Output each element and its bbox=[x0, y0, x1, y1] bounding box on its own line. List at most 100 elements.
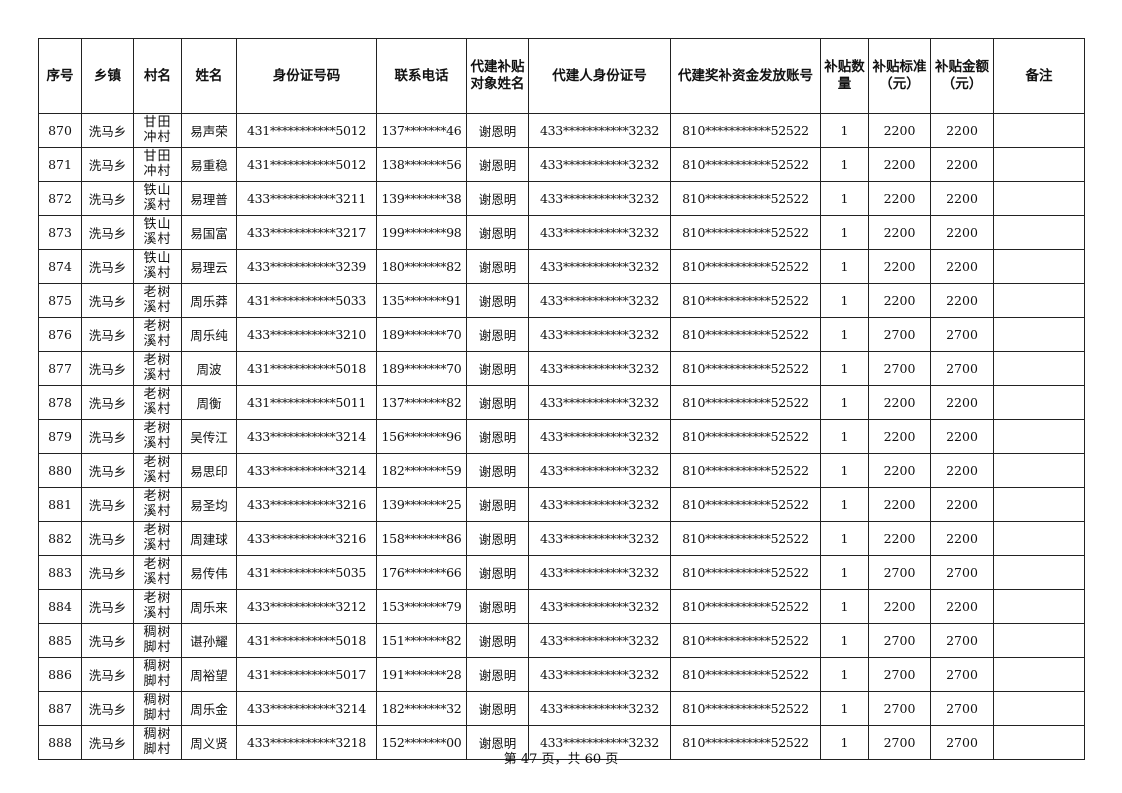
cell-id-number: 431***********5033 bbox=[236, 283, 377, 318]
cell-remark bbox=[993, 181, 1085, 216]
cell-agent-name: 谢恩明 bbox=[466, 657, 529, 692]
cell-remark bbox=[993, 453, 1085, 488]
header-remark: 备注 bbox=[993, 38, 1085, 114]
cell-town: 洗马乡 bbox=[81, 113, 134, 148]
cell-id-number: 431***********5012 bbox=[236, 147, 377, 182]
cell-standard: 2200 bbox=[868, 453, 931, 488]
cell-town: 洗马乡 bbox=[81, 147, 134, 182]
table-row: 879 洗马乡 老树溪村 吴传江 433***********3214 156******… bbox=[38, 419, 1085, 454]
cell-seq: 876 bbox=[38, 317, 82, 352]
cell-seq: 884 bbox=[38, 589, 82, 624]
cell-seq: 888 bbox=[38, 725, 82, 760]
cell-agent-name: 谢恩明 bbox=[466, 113, 529, 148]
cell-village: 老树溪村 bbox=[133, 521, 182, 556]
cell-agent-id: 433***********3232 bbox=[528, 113, 671, 148]
cell-account: 810***********52522 bbox=[670, 453, 821, 488]
cell-town: 洗马乡 bbox=[81, 317, 134, 352]
cell-phone: 139*******25 bbox=[376, 487, 467, 522]
cell-quantity: 1 bbox=[820, 453, 869, 488]
cell-village: 老树溪村 bbox=[133, 589, 182, 624]
cell-town: 洗马乡 bbox=[81, 521, 134, 556]
cell-town: 洗马乡 bbox=[81, 691, 134, 726]
cell-account: 810***********52522 bbox=[670, 385, 821, 420]
cell-account: 810***********52522 bbox=[670, 657, 821, 692]
cell-quantity: 1 bbox=[820, 215, 869, 250]
cell-amount: 2200 bbox=[930, 249, 994, 284]
header-seq: 序号 bbox=[38, 38, 82, 114]
cell-standard: 2200 bbox=[868, 249, 931, 284]
cell-phone: 180*******82 bbox=[376, 249, 467, 284]
table-row: 881 洗马乡 老树溪村 易圣均 433***********3216 139******… bbox=[38, 487, 1085, 522]
cell-town: 洗马乡 bbox=[81, 657, 134, 692]
table-row: 888 洗马乡 稠树脚村 周义贤 433***********3218 152******… bbox=[38, 725, 1085, 760]
cell-id-number: 433***********3210 bbox=[236, 317, 377, 352]
cell-phone: 152*******00 bbox=[376, 725, 467, 760]
cell-name: 周建球 bbox=[181, 521, 237, 556]
cell-agent-id: 433***********3232 bbox=[528, 147, 671, 182]
cell-name: 易传伟 bbox=[181, 555, 237, 590]
cell-seq: 885 bbox=[38, 623, 82, 658]
cell-quantity: 1 bbox=[820, 623, 869, 658]
cell-standard: 2200 bbox=[868, 589, 931, 624]
cell-village: 铁山溪村 bbox=[133, 181, 182, 216]
cell-village: 老树溪村 bbox=[133, 385, 182, 420]
cell-id-number: 433***********3216 bbox=[236, 487, 377, 522]
cell-seq: 870 bbox=[38, 113, 82, 148]
table-row: 873 洗马乡 铁山溪村 易国富 433***********3217 199******… bbox=[38, 215, 1085, 250]
cell-village: 铁山溪村 bbox=[133, 249, 182, 284]
cell-village: 老树溪村 bbox=[133, 419, 182, 454]
cell-id-number: 431***********5035 bbox=[236, 555, 377, 590]
cell-remark bbox=[993, 283, 1085, 318]
cell-remark bbox=[993, 589, 1085, 624]
cell-account: 810***********52522 bbox=[670, 589, 821, 624]
cell-village: 稠树脚村 bbox=[133, 623, 182, 658]
cell-amount: 2200 bbox=[930, 147, 994, 182]
cell-name: 易圣均 bbox=[181, 487, 237, 522]
cell-village: 铁山溪村 bbox=[133, 215, 182, 250]
cell-standard: 2200 bbox=[868, 147, 931, 182]
cell-remark bbox=[993, 623, 1085, 658]
cell-account: 810***********52522 bbox=[670, 351, 821, 386]
cell-name: 周乐金 bbox=[181, 691, 237, 726]
cell-agent-name: 谢恩明 bbox=[466, 181, 529, 216]
cell-id-number: 431***********5012 bbox=[236, 113, 377, 148]
cell-name: 周义贤 bbox=[181, 725, 237, 760]
cell-quantity: 1 bbox=[820, 317, 869, 352]
cell-quantity: 1 bbox=[820, 419, 869, 454]
cell-id-number: 433***********3214 bbox=[236, 453, 377, 488]
cell-seq: 881 bbox=[38, 487, 82, 522]
cell-agent-name: 谢恩明 bbox=[466, 623, 529, 658]
table-header-row: 序号 乡镇 村名 姓名 身份证号码 联系电话 代建补贴对象姓名 代建人身份证号 代建奖补资金发放… bbox=[38, 38, 1085, 114]
table-row: 883 洗马乡 老树溪村 易传伟 431***********5035 176******… bbox=[38, 555, 1085, 590]
cell-amount: 2200 bbox=[930, 113, 994, 148]
header-phone: 联系电话 bbox=[376, 38, 467, 114]
cell-standard: 2700 bbox=[868, 317, 931, 352]
cell-town: 洗马乡 bbox=[81, 351, 134, 386]
cell-standard: 2700 bbox=[868, 691, 931, 726]
cell-agent-id: 433***********3232 bbox=[528, 521, 671, 556]
cell-account: 810***********52522 bbox=[670, 487, 821, 522]
cell-amount: 2700 bbox=[930, 725, 994, 760]
subsidy-table: 序号 乡镇 村名 姓名 身份证号码 联系电话 代建补贴对象姓名 代建人身份证号 代建奖补资金发放… bbox=[38, 38, 1085, 760]
cell-remark bbox=[993, 691, 1085, 726]
cell-name: 吴传江 bbox=[181, 419, 237, 454]
cell-id-number: 433***********3217 bbox=[236, 215, 377, 250]
cell-town: 洗马乡 bbox=[81, 453, 134, 488]
cell-account: 810***********52522 bbox=[670, 181, 821, 216]
cell-remark bbox=[993, 385, 1085, 420]
cell-agent-id: 433***********3232 bbox=[528, 283, 671, 318]
cell-account: 810***********52522 bbox=[670, 113, 821, 148]
cell-phone: 139*******38 bbox=[376, 181, 467, 216]
cell-village: 老树溪村 bbox=[133, 283, 182, 318]
header-village: 村名 bbox=[133, 38, 182, 114]
cell-name: 周裕望 bbox=[181, 657, 237, 692]
cell-amount: 2200 bbox=[930, 283, 994, 318]
table-row: 880 洗马乡 老树溪村 易思印 433***********3214 182******… bbox=[38, 453, 1085, 488]
cell-quantity: 1 bbox=[820, 487, 869, 522]
table-row: 887 洗马乡 稠树脚村 周乐金 433***********3214 182******… bbox=[38, 691, 1085, 726]
table-row: 878 洗马乡 老树溪村 周衡 431***********5011 137*******… bbox=[38, 385, 1085, 420]
cell-town: 洗马乡 bbox=[81, 487, 134, 522]
cell-agent-id: 433***********3232 bbox=[528, 555, 671, 590]
cell-amount: 2200 bbox=[930, 487, 994, 522]
table-row: 882 洗马乡 老树溪村 周建球 433***********3216 158******… bbox=[38, 521, 1085, 556]
